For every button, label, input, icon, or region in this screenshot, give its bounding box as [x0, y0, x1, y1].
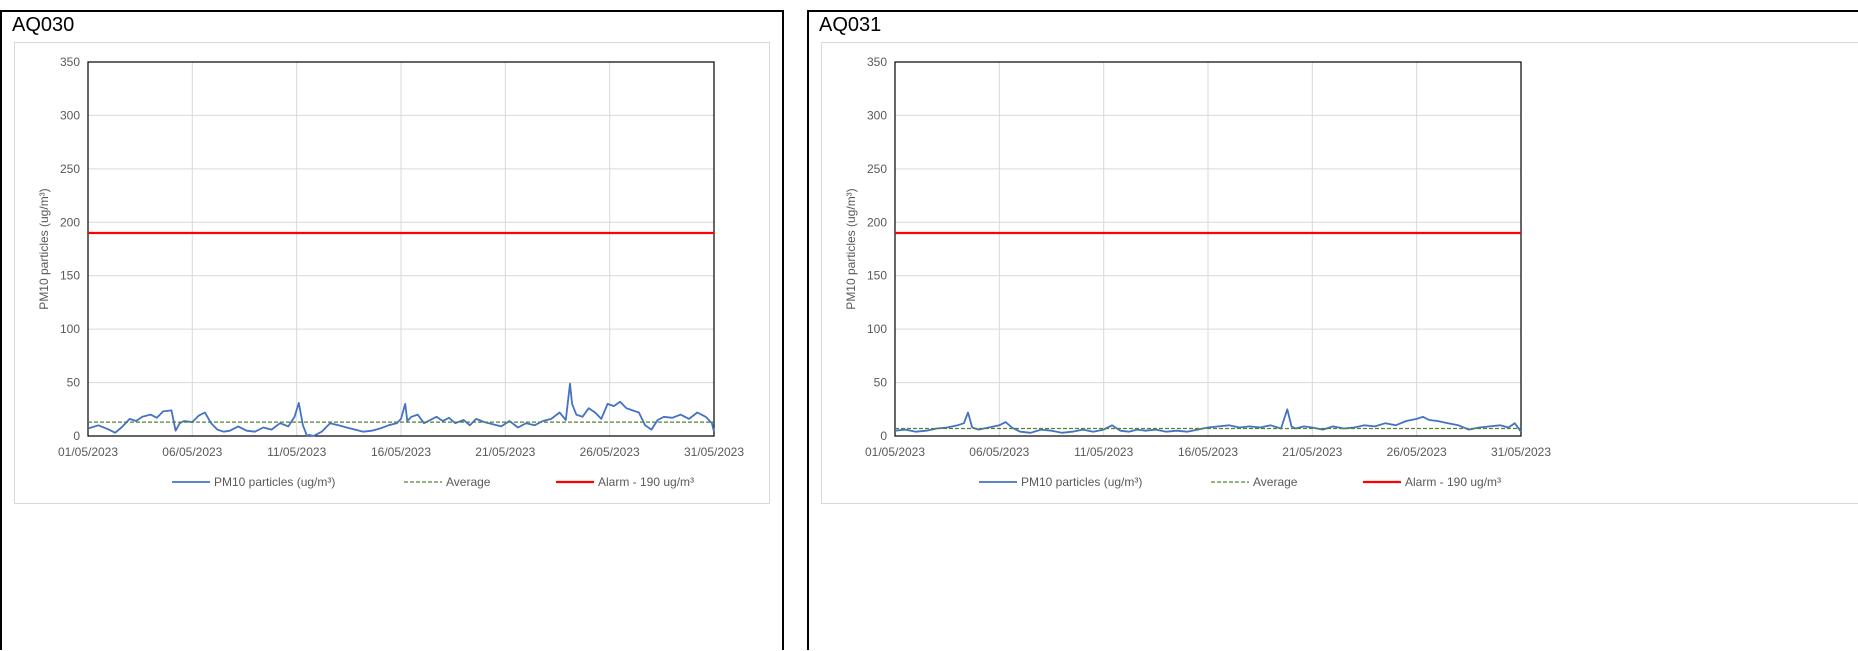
chart-panel-aq031: AQ031 0 50 100 150 200 250 300 350 01/05/2023 06/… — [807, 10, 1858, 650]
x-tick-label: 01/05/2023 — [865, 445, 925, 459]
gridlines — [88, 62, 714, 436]
y-tick-label: 100 — [867, 322, 887, 336]
gridlines — [895, 62, 1521, 436]
legend-label: Average — [446, 475, 491, 489]
y-tick-label: 100 — [60, 322, 80, 336]
y-axis-label: PM10 particles (ug/m³) — [37, 188, 51, 309]
x-tick-label: 31/05/2023 — [684, 445, 744, 459]
legend-label: PM10 particles (ug/m³) — [214, 475, 335, 489]
x-tick-label: 06/05/2023 — [162, 445, 222, 459]
chart-frame: 0 50 100 150 200 250 300 350 01/05/2023 06/05/202… — [821, 42, 1858, 504]
pm10-chart-aq031: 0 50 100 150 200 250 300 350 01/05/2023 06/05/202… — [844, 55, 1551, 489]
legend-label: Alarm - 190 ug/m³ — [1405, 475, 1501, 489]
plot-area — [894, 61, 1522, 437]
y-tick-label: 0 — [880, 429, 887, 443]
panel-title: AQ030 — [12, 14, 75, 36]
series-line-pm10 — [894, 408, 1522, 434]
x-tick-label: 16/05/2023 — [371, 445, 431, 459]
y-tick-label: 250 — [867, 162, 887, 176]
y-tick-label: 300 — [867, 108, 887, 122]
chart-panel-aq030: AQ030 0 50 100 150 200 250 300 350 01/05/2023 06/… — [0, 10, 784, 650]
y-tick-label: 350 — [60, 55, 80, 69]
x-tick-label: 21/05/2023 — [475, 445, 535, 459]
y-tick-label: 350 — [867, 55, 887, 69]
plot-area — [87, 61, 715, 437]
y-tick-label: 200 — [60, 215, 80, 229]
x-tick-label: 26/05/2023 — [1387, 445, 1447, 459]
pm10-chart-aq030: 0 50 100 150 200 250 300 350 01/05/2023 06/05/202… — [37, 55, 744, 489]
x-tick-label: 31/05/2023 — [1491, 445, 1551, 459]
x-tick-label: 21/05/2023 — [1282, 445, 1342, 459]
legend: PM10 particles (ug/m³) Average Alarm - 190… — [979, 475, 1501, 489]
y-tick-label: 150 — [867, 269, 887, 283]
x-tick-label: 01/05/2023 — [58, 445, 118, 459]
x-tick-label: 06/05/2023 — [969, 445, 1029, 459]
x-tick-label: 26/05/2023 — [580, 445, 640, 459]
legend-label: Average — [1253, 475, 1298, 489]
legend-label: PM10 particles (ug/m³) — [1021, 475, 1142, 489]
chart-frame: 0 50 100 150 200 250 300 350 01/05/2023 06/05/202… — [14, 42, 770, 504]
x-tick-label: 11/05/2023 — [1074, 445, 1133, 459]
y-tick-label: 250 — [60, 162, 80, 176]
panel-title: AQ031 — [819, 14, 882, 36]
y-tick-label: 300 — [60, 108, 80, 122]
legend-label: Alarm - 190 ug/m³ — [598, 475, 694, 489]
y-axis-label: PM10 particles (ug/m³) — [844, 188, 858, 309]
y-tick-label: 0 — [73, 429, 80, 443]
legend: PM10 particles (ug/m³) Average Alarm - 190… — [172, 475, 694, 489]
y-tick-label: 50 — [874, 376, 888, 390]
x-tick-label: 16/05/2023 — [1178, 445, 1238, 459]
y-tick-label: 50 — [67, 376, 81, 390]
x-tick-label: 11/05/2023 — [267, 445, 326, 459]
series-line-pm10 — [87, 382, 715, 437]
y-tick-label: 200 — [867, 215, 887, 229]
y-tick-label: 150 — [60, 269, 80, 283]
